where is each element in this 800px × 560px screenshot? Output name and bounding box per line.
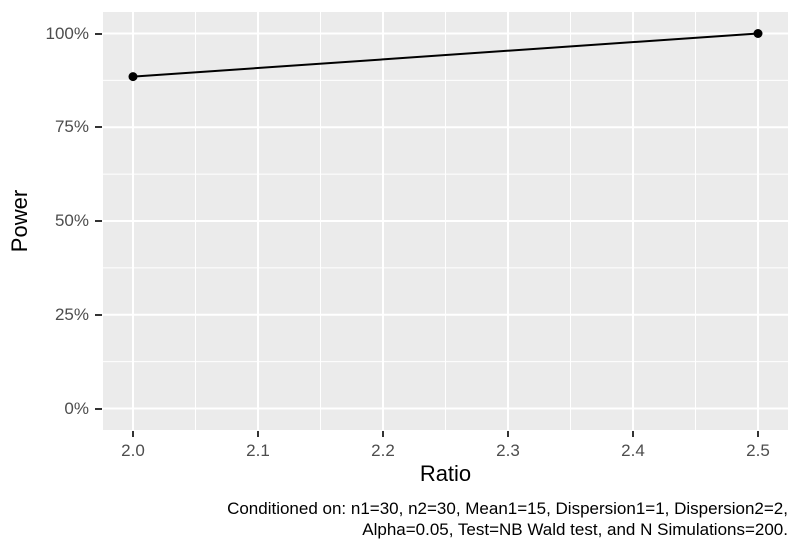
y-tick-label: 100% bbox=[45, 23, 89, 43]
x-tick-label: 2.4 bbox=[621, 441, 645, 460]
caption-line-2: Alpha=0.05, Test=NB Wald test, and N Sim… bbox=[362, 520, 788, 539]
data-point bbox=[753, 29, 763, 38]
line-chart-canvas bbox=[103, 12, 788, 430]
y-tick-mark bbox=[95, 126, 102, 129]
data-line bbox=[132, 32, 759, 78]
y-axis-title: Power bbox=[7, 189, 32, 253]
y-tick-label: 75% bbox=[54, 117, 89, 137]
y-tick-mark bbox=[95, 407, 102, 410]
x-tick-label: 2.0 bbox=[121, 441, 145, 460]
y-tick-label: 25% bbox=[54, 304, 89, 324]
x-tick-mark bbox=[132, 431, 134, 437]
y-tick-mark bbox=[95, 313, 102, 316]
caption-line-1: Conditioned on: n1=30, n2=30, Mean1=15, … bbox=[227, 499, 788, 518]
y-tick-mark bbox=[95, 32, 102, 35]
y-tick-label: 0% bbox=[64, 398, 89, 418]
y-tick-label: 50% bbox=[54, 211, 89, 230]
x-axis-title: Ratio bbox=[419, 461, 472, 486]
x-tick-mark bbox=[382, 431, 384, 437]
y-tick-mark bbox=[95, 220, 102, 222]
x-tick-label: 2.2 bbox=[371, 441, 395, 460]
x-tick-mark bbox=[507, 431, 509, 437]
x-tick-label: 2.3 bbox=[496, 441, 520, 460]
caption: Conditioned on: n1=30, n2=30, Mean1=15, … bbox=[0, 498, 788, 540]
x-tick-mark bbox=[757, 431, 759, 437]
x-tick-mark bbox=[632, 431, 634, 437]
data-point bbox=[128, 72, 138, 82]
x-tick-label: 2.5 bbox=[746, 441, 770, 460]
plot-panel bbox=[103, 12, 788, 430]
x-tick-mark bbox=[257, 431, 259, 437]
x-tick-label: 2.1 bbox=[246, 441, 270, 460]
